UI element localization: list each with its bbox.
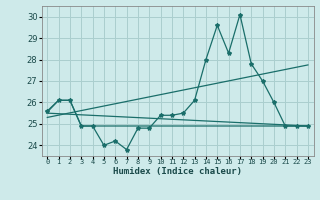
X-axis label: Humidex (Indice chaleur): Humidex (Indice chaleur): [113, 167, 242, 176]
